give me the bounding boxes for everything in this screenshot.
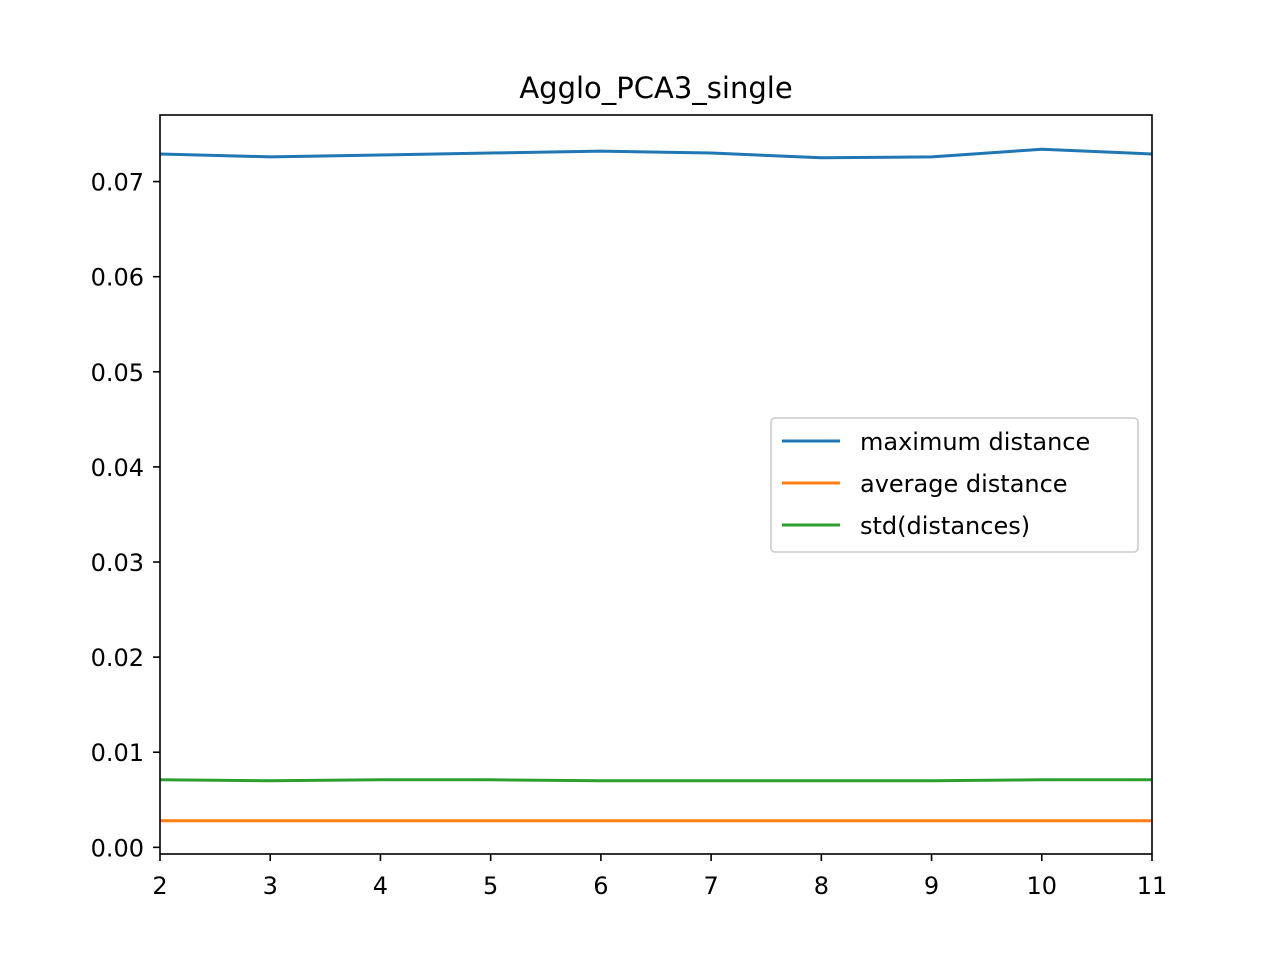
series-lines: [160, 147, 1152, 823]
y-tick-label: 0.06: [91, 264, 144, 292]
y-tick-label: 0.07: [91, 169, 144, 197]
x-tick-label: 11: [1137, 872, 1168, 900]
y-tick-label: 0.03: [91, 549, 144, 577]
y-tick-label: 0.02: [91, 644, 144, 672]
axes-frame: [159, 114, 1153, 855]
y-tick-label: 0.04: [91, 454, 144, 482]
legend-box: [770, 417, 1139, 553]
legend-label: average distance: [860, 470, 1068, 498]
x-tick-label: 10: [1027, 872, 1058, 900]
y-tick-label: 0.01: [91, 739, 144, 767]
x-tick-label: 5: [483, 872, 498, 900]
y-tick-label: 0.00: [91, 834, 144, 862]
legend-label: maximum distance: [860, 428, 1090, 456]
x-tick-label: 2: [152, 872, 167, 900]
series-line-3: [160, 778, 1152, 783]
x-tick-label: 8: [814, 872, 829, 900]
series-line-1: [160, 147, 1152, 160]
chart-title: Agglo_PCA3_single: [519, 71, 792, 105]
axes: 2 3 4 5 6 7 8 9 10 11 0.00 0.01 0.02 0.03 0.04 0.05 0.06…: [91, 114, 1168, 900]
legend: maximum distance average distance std(dist…: [770, 417, 1139, 553]
x-tick-label: 6: [593, 872, 608, 900]
x-tick-label: 4: [373, 872, 388, 900]
x-tick-label: 7: [703, 872, 718, 900]
x-tick-label: 3: [263, 872, 278, 900]
x-tick-label: 9: [924, 872, 939, 900]
legend-label: std(distances): [860, 512, 1030, 540]
y-tick-label: 0.05: [91, 359, 144, 387]
plot-area: [160, 147, 1152, 823]
